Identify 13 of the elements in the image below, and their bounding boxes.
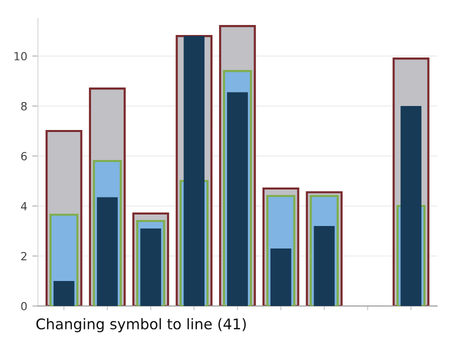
text: Changing symbol to line (41) [36, 318, 246, 332]
bar [400, 106, 422, 306]
y-tick-label: 8 [21, 102, 27, 110]
bar [314, 226, 335, 306]
y-tick-label: 4 [20, 202, 27, 210]
y-tick-label: 10 [14, 52, 27, 60]
y-tick-label: 2 [21, 252, 26, 260]
y-tick-label: 6 [21, 152, 27, 160]
bar [270, 248, 292, 306]
y-tick-label: 0 [21, 302, 27, 310]
bar [227, 92, 248, 306]
bar [96, 197, 118, 306]
bar [54, 281, 74, 306]
